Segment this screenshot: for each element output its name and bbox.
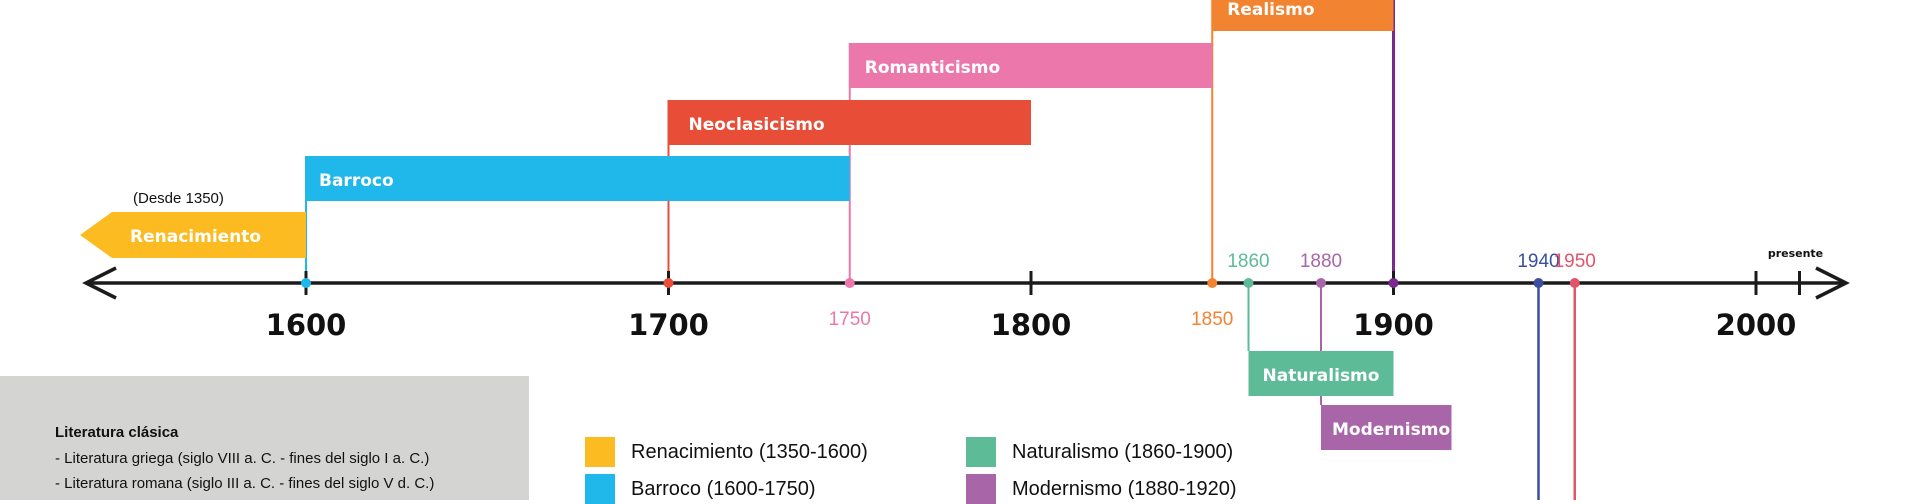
year-label-1700: 1700 [628,308,709,342]
legend-label: Modernismo (1880-1920) [1012,477,1237,500]
romanticismo-label: Romanticismo [865,58,1000,78]
info-box-line: - Literatura griega (siglo VIII a. C. - … [55,450,430,467]
info-box-line: - Literatura romana (siglo III a. C. - f… [55,475,435,492]
barroco-bar [306,156,850,201]
legend: Renacimiento (1350-1600) Barroco (1600-1… [585,437,1305,504]
dot-1950 [1569,278,1580,288]
neoclasicismo-label: Neoclasicismo [689,115,825,135]
axis-right-arrow [1815,266,1850,300]
renacimiento-bar [80,212,306,258]
year-label-1950: 1950 [1554,251,1596,272]
dot-1860 [1243,278,1254,288]
realismo-label: Realismo [1227,0,1314,20]
legend-label: Barroco (1600-1750) [631,477,816,500]
year-label-1880: 1880 [1300,251,1342,272]
legend-item-naturalismo: Naturalismo (1860-1900) [966,437,1234,467]
legend-swatch [585,437,615,467]
legend-swatch [585,474,615,504]
year-label-1940: 1940 [1517,251,1559,272]
year-label-1900: 1900 [1353,308,1434,342]
dot-1750 [844,278,855,288]
info-box-title: Literatura clásica [55,424,179,441]
legend-label: Naturalismo (1860-1900) [1012,440,1234,463]
modernismo-label: Modernismo [1332,420,1450,440]
naturalismo-label: Naturalismo [1263,366,1380,386]
barroco-label: Barroco [319,171,394,191]
romanticismo-bar [849,43,1213,88]
legend-swatch [966,474,996,504]
info-box-literatura-clasica: Literatura clásica - Literatura griega (… [0,376,529,500]
renacimiento-note: (Desde 1350) [133,190,224,207]
dot-1600 [301,278,311,288]
neoclasicismo-bar [668,100,1031,145]
dot-1850 [1207,278,1218,288]
modernismo-bar [1321,405,1452,450]
year-label-1860: 1860 [1227,251,1269,272]
axis-left-arrow [82,266,117,300]
year-label-1600: 1600 [266,308,347,342]
dot-1700 [663,278,674,288]
naturalismo-bar [1248,351,1394,396]
legend-swatch [966,437,996,467]
legend-label: Renacimiento (1350-1600) [631,440,868,463]
year-label-1850: 1850 [1191,309,1233,330]
dot-1900 [1388,278,1399,288]
year-label-1750: 1750 [829,309,871,330]
legend-item-barroco: Barroco (1600-1750) [585,474,816,504]
realismo-bar [1212,0,1394,31]
year-label-1800: 1800 [991,308,1072,342]
presente-label: presente [1768,247,1823,260]
dot-1880 [1316,278,1326,288]
legend-item-modernismo: Modernismo (1880-1920) [966,474,1237,504]
legend-item-renacimiento: Renacimiento (1350-1600) [585,437,868,467]
year-label-2000: 2000 [1716,308,1797,342]
renacimiento-label: Renacimiento [130,227,261,247]
dot-1940 [1533,278,1544,288]
